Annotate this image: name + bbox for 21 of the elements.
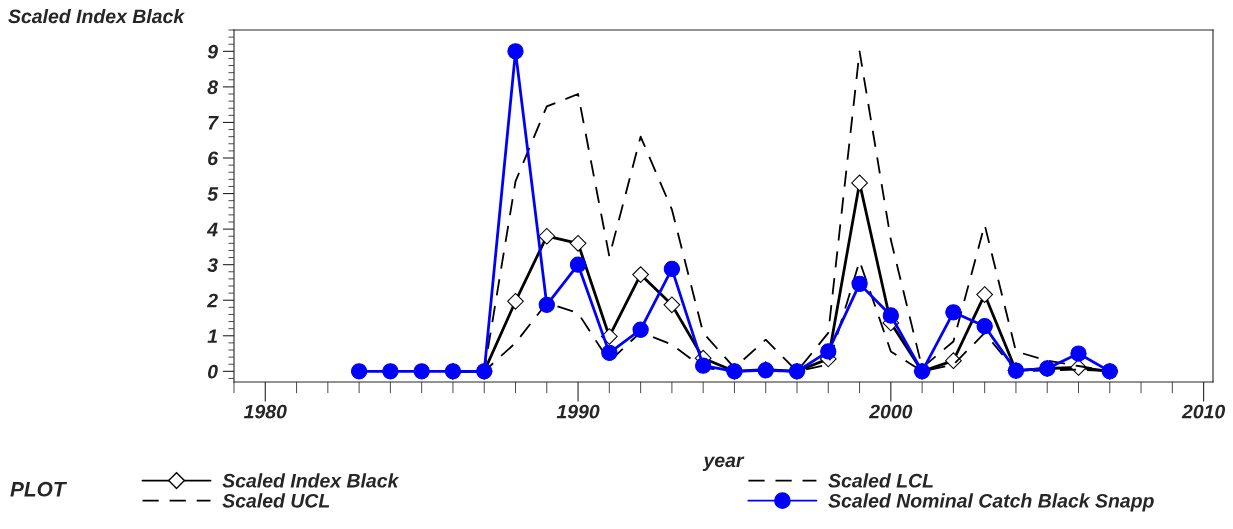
legend-label: Scaled LCL	[828, 473, 933, 488]
y-tick-label: 0	[208, 364, 218, 379]
x-tick-label: 2000	[868, 404, 913, 419]
legend-label: Scaled Index Black	[222, 473, 400, 488]
y-tick-label: 6	[208, 151, 219, 166]
y-tick-label: 9	[207, 44, 218, 59]
y-tick-label: 3	[207, 258, 218, 272]
x-axis-title: year	[702, 456, 745, 472]
y-tick-label: 5	[207, 187, 219, 201]
x-tick-label: 1990	[556, 404, 600, 419]
y-axis-title: Scaled Index Black	[8, 8, 185, 24]
legend-label: Scaled Nominal Catch Black Snapp	[828, 493, 1154, 512]
y-tick-label: 8	[207, 80, 218, 95]
legend-title: PLOT	[10, 481, 68, 497]
x-tick-label: 2010	[1181, 404, 1226, 419]
x-tick-label: 1980	[243, 404, 287, 419]
y-tick-label: 2	[206, 293, 218, 308]
y-tick-label: 1	[207, 329, 217, 343]
y-tick-label: 4	[206, 222, 218, 237]
y-tick-label: 7	[208, 116, 219, 130]
legend-label: Scaled UCL	[222, 493, 330, 508]
